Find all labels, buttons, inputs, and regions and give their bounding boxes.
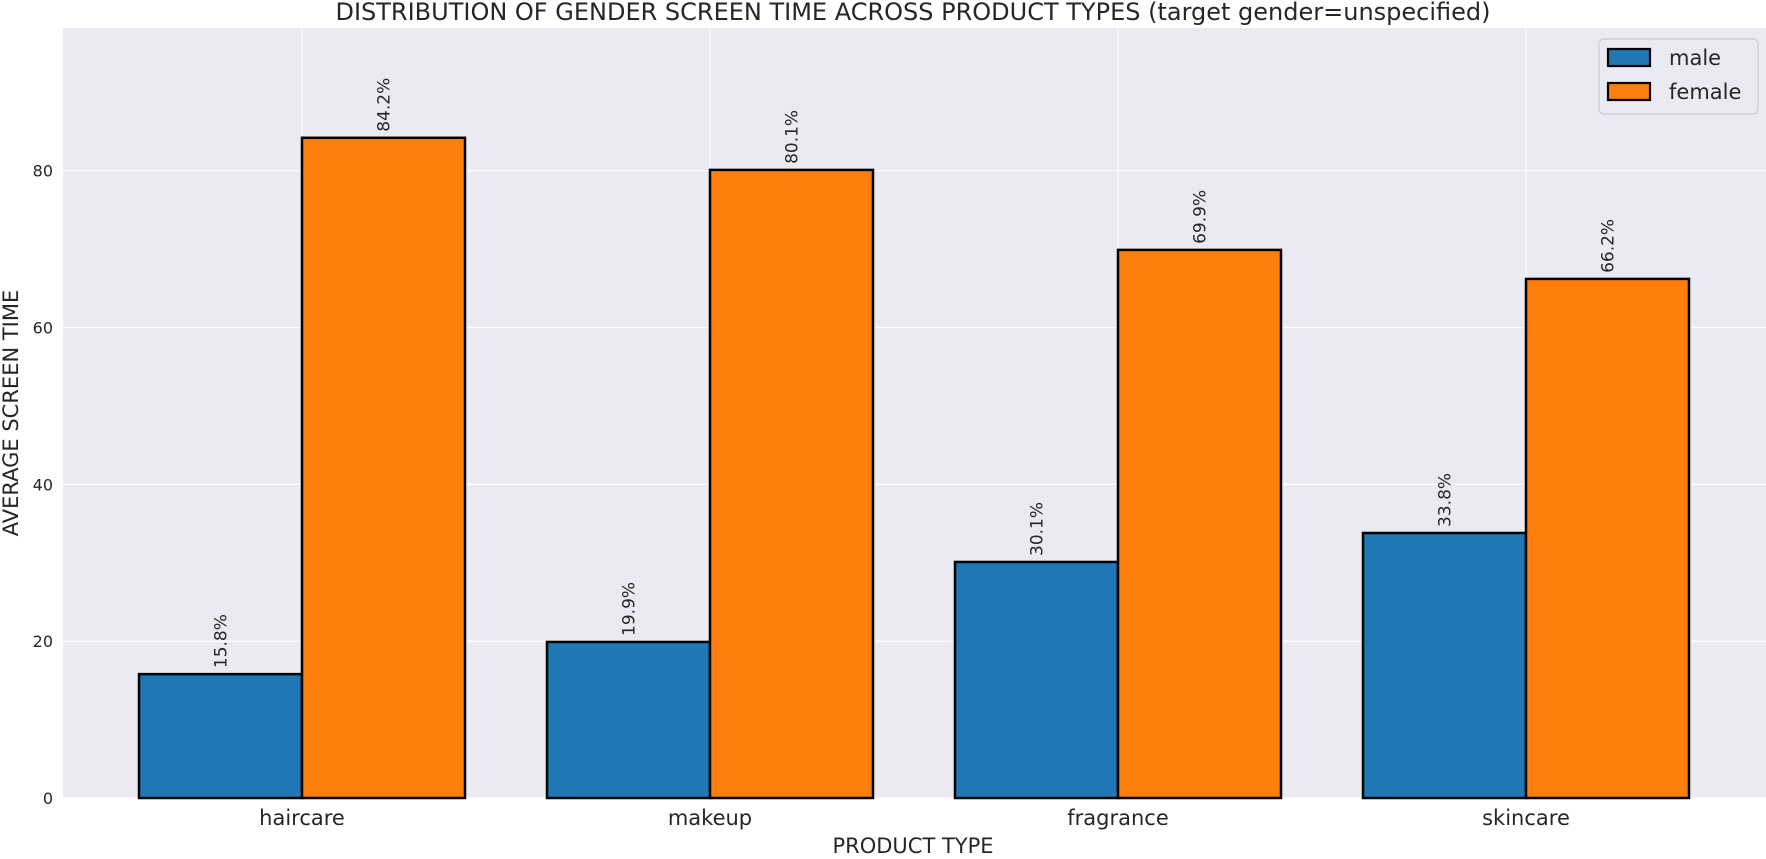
bar-female-haircare bbox=[300, 136, 467, 800]
data-label-male-skincare: 33.8% bbox=[1436, 473, 1456, 527]
bars bbox=[137, 136, 1691, 800]
chart-title: DISTRIBUTION OF GENDER SCREEN TIME ACROS… bbox=[335, 0, 1490, 26]
data-label-male-haircare: 15.8% bbox=[212, 614, 232, 668]
y-tick-label: 20 bbox=[33, 632, 53, 651]
x-axis-title: PRODUCT TYPE bbox=[832, 834, 993, 858]
bar-male-fragrance bbox=[953, 560, 1120, 800]
bar-male-makeup bbox=[545, 640, 712, 800]
data-label-female-makeup: 80.1% bbox=[783, 110, 803, 164]
x-tick-label-makeup: makeup bbox=[668, 806, 752, 830]
bar-female-fragrance bbox=[1116, 248, 1283, 800]
x-tick-label-fragrance: fragrance bbox=[1067, 806, 1169, 830]
data-labels: 15.8% 19.9% 30.1% 33.8% 84.2% 80.1% 69.9% 66.2% bbox=[212, 78, 1619, 668]
bar-female-makeup bbox=[708, 168, 875, 800]
x-tick-label-skincare: skincare bbox=[1482, 806, 1570, 830]
bar-female-skincare bbox=[1524, 277, 1691, 800]
y-tick-label: 60 bbox=[33, 319, 53, 338]
y-axis-ticks: 0 20 40 60 80 bbox=[33, 162, 53, 808]
data-label-female-skincare: 66.2% bbox=[1599, 219, 1619, 273]
x-tick-label-haircare: haircare bbox=[259, 806, 345, 830]
y-tick-label: 40 bbox=[33, 475, 53, 494]
data-label-male-makeup: 19.9% bbox=[620, 582, 640, 636]
y-axis-title: AVERAGE SCREEN TIME bbox=[0, 290, 23, 537]
legend-swatch-female bbox=[1606, 81, 1652, 102]
x-axis-ticks: haircare makeup fragrance skincare bbox=[259, 806, 1570, 830]
legend-swatch-male bbox=[1606, 47, 1652, 68]
bar-male-skincare bbox=[1361, 531, 1528, 800]
bar-male-haircare bbox=[137, 672, 304, 800]
legend-label-male: male bbox=[1669, 46, 1721, 70]
legend-label-female: female bbox=[1669, 80, 1741, 104]
data-label-female-haircare: 84.2% bbox=[375, 78, 395, 132]
data-label-female-fragrance: 69.9% bbox=[1191, 190, 1211, 244]
y-tick-label: 80 bbox=[33, 162, 53, 181]
legend: male female bbox=[1598, 38, 1759, 115]
data-label-male-fragrance: 30.1% bbox=[1028, 502, 1048, 556]
y-tick-label: 0 bbox=[43, 789, 53, 808]
